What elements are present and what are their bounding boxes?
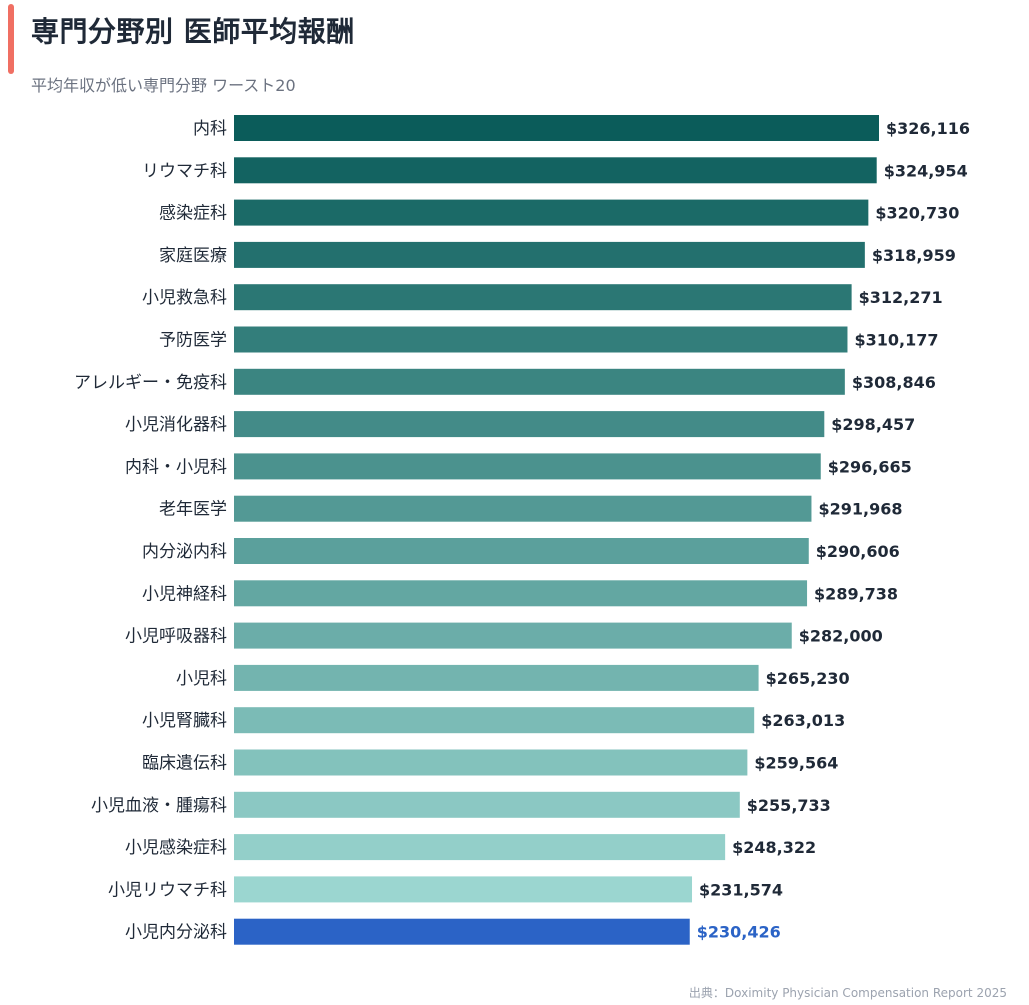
value-label: $310,177 bbox=[854, 331, 938, 350]
value-label: $320,730 bbox=[875, 204, 959, 223]
value-label: $263,013 bbox=[761, 711, 845, 730]
category-label: 小児呼吸器科 bbox=[125, 627, 227, 647]
title-accent-bar bbox=[8, 4, 14, 74]
value-label: $291,968 bbox=[818, 500, 902, 519]
bar bbox=[234, 199, 869, 226]
category-label: 内科・小児科 bbox=[125, 457, 227, 477]
bar bbox=[234, 791, 740, 818]
value-label: $265,230 bbox=[766, 669, 850, 688]
category-label: 小児内分泌科 bbox=[125, 923, 227, 943]
category-label: リウマチ科 bbox=[142, 161, 227, 181]
bar bbox=[234, 622, 792, 649]
category-label: 小児感染症科 bbox=[125, 838, 227, 858]
bar bbox=[234, 538, 809, 564]
category-label: 小児神経科 bbox=[142, 584, 227, 604]
value-label: $282,000 bbox=[799, 627, 883, 646]
category-label: 内分泌内科 bbox=[142, 542, 227, 562]
value-label: $259,564 bbox=[754, 754, 838, 773]
highlighted-bar bbox=[234, 918, 690, 945]
bar bbox=[234, 749, 748, 776]
bar bbox=[234, 580, 808, 607]
value-label: $248,322 bbox=[732, 838, 816, 857]
value-label: $290,606 bbox=[816, 542, 900, 561]
category-label: 老年医学 bbox=[159, 500, 227, 520]
bar bbox=[234, 411, 825, 438]
category-label: 予防医学 bbox=[159, 331, 227, 351]
value-label: $255,733 bbox=[747, 796, 831, 815]
chart-subtitle: 平均年収が低い専門分野 ワースト20 bbox=[31, 76, 296, 95]
value-label: $298,457 bbox=[831, 415, 915, 434]
bar bbox=[234, 453, 821, 480]
category-label: 家庭医療 bbox=[159, 246, 227, 266]
source-note: 出典：Doximity Physician Compensation Repor… bbox=[688, 986, 1007, 1000]
bar bbox=[234, 368, 845, 395]
bar bbox=[234, 157, 877, 184]
category-label: 臨床遺伝科 bbox=[142, 754, 227, 774]
category-label: 小児腎臓科 bbox=[142, 711, 227, 731]
bar bbox=[234, 326, 848, 353]
value-label: $326,116 bbox=[886, 119, 970, 138]
value-label: $318,959 bbox=[872, 246, 956, 265]
value-label: $312,271 bbox=[859, 288, 943, 307]
value-label: $308,846 bbox=[852, 373, 936, 392]
bar bbox=[234, 495, 812, 522]
bar bbox=[234, 664, 759, 691]
category-label: 小児救急科 bbox=[142, 288, 227, 308]
category-label: 小児血液・腫瘍科 bbox=[91, 796, 227, 816]
value-label: $324,954 bbox=[884, 161, 968, 180]
category-label: 小児消化器科 bbox=[125, 415, 227, 435]
value-label: $230,426 bbox=[697, 923, 781, 942]
category-label: 内科 bbox=[193, 119, 227, 139]
bar bbox=[234, 115, 879, 141]
bar bbox=[234, 876, 693, 903]
value-label: $231,574 bbox=[699, 880, 783, 899]
value-label: $296,665 bbox=[828, 457, 912, 476]
bar bbox=[234, 284, 852, 311]
bar bbox=[234, 241, 865, 268]
category-label: 小児科 bbox=[176, 669, 227, 689]
value-label: $289,738 bbox=[814, 584, 898, 603]
category-label: 感染症科 bbox=[159, 204, 227, 224]
chart-title: 専門分野別 医師平均報酬 bbox=[31, 15, 355, 48]
category-label: 小児リウマチ科 bbox=[108, 880, 227, 900]
bar-chart: 内科 $326,116 リウマチ科 $324,954 感染症科 $320,730 家庭医療 $… bbox=[74, 115, 970, 945]
bar bbox=[234, 834, 726, 861]
category-label: アレルギー・免疫科 bbox=[74, 373, 227, 393]
bar bbox=[234, 707, 755, 734]
